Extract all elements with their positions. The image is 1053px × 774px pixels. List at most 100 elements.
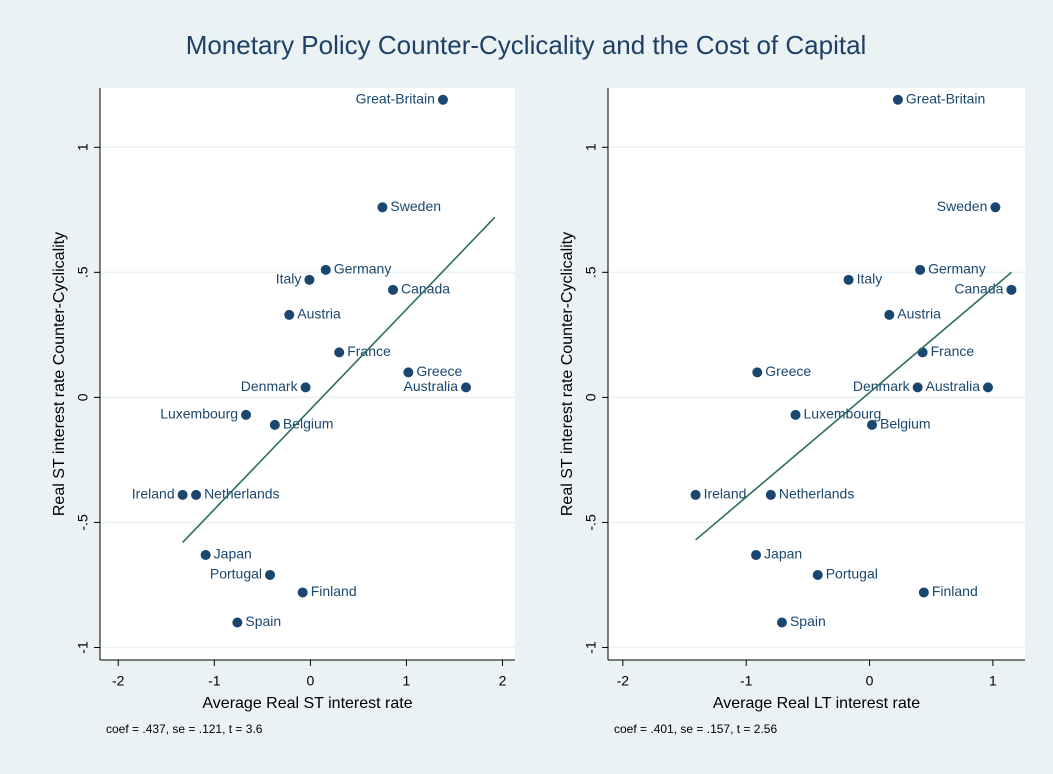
x-tick-label: 2 <box>499 673 507 689</box>
point <box>241 409 252 420</box>
figure-title: Monetary Policy Counter-Cyclicality and … <box>186 30 867 60</box>
point-label: Great-Britain <box>906 90 985 106</box>
point <box>403 367 414 378</box>
point-label: Canada <box>954 281 1003 297</box>
point-label: Great-Britain <box>356 90 435 106</box>
x-tick-label: -1 <box>208 673 221 689</box>
point-label: Denmark <box>241 378 299 394</box>
point <box>690 489 701 500</box>
point-label: Greece <box>765 363 811 379</box>
point <box>377 202 388 213</box>
point <box>892 94 903 105</box>
point-label: Japan <box>214 546 252 562</box>
y-tick-label: 1 <box>75 143 91 151</box>
y-tick-label: -1 <box>75 641 91 654</box>
x-tick-label: 1 <box>989 673 997 689</box>
point-label: Belgium <box>880 416 931 432</box>
point <box>177 489 188 500</box>
point <box>990 202 1001 213</box>
point-label: Greece <box>416 363 462 379</box>
point <box>200 549 211 560</box>
point <box>918 587 929 598</box>
point <box>232 617 243 628</box>
point-label: Finland <box>932 583 978 599</box>
point <box>812 569 823 580</box>
x-tick-label: -1 <box>740 673 753 689</box>
point <box>265 569 276 580</box>
point-label: Spain <box>790 613 826 629</box>
y-tick-label: -.5 <box>583 514 599 531</box>
y-tick-label: -1 <box>583 641 599 654</box>
point <box>776 617 787 628</box>
point <box>320 264 331 275</box>
point <box>191 489 202 500</box>
point <box>752 367 763 378</box>
plot-area <box>608 88 1025 660</box>
x-tick-label: 0 <box>306 673 314 689</box>
point-label: Belgium <box>283 416 334 432</box>
point-label: Finland <box>311 583 357 599</box>
point-label: Germany <box>334 261 392 277</box>
plot-area <box>100 88 515 660</box>
point-label: Netherlands <box>779 486 855 502</box>
point-label: France <box>931 343 975 359</box>
point <box>284 309 295 320</box>
point-label: Italy <box>857 271 883 287</box>
x-tick-label: 1 <box>403 673 411 689</box>
x-axis-title: Average Real LT interest rate <box>713 695 920 712</box>
point-label: Sweden <box>937 198 988 214</box>
point <box>982 382 993 393</box>
point <box>884 309 895 320</box>
point <box>300 382 311 393</box>
point <box>915 264 926 275</box>
note: coef = .437, se = .121, t = 3.6 <box>106 722 263 736</box>
point-label: Sweden <box>390 198 441 214</box>
point-label: Austria <box>897 306 941 322</box>
point <box>269 419 280 430</box>
x-tick-label: 0 <box>866 673 874 689</box>
y-tick-label: 0 <box>75 393 91 401</box>
point-label: Portugal <box>210 566 262 582</box>
point-label: Ireland <box>704 486 747 502</box>
point-label: Germany <box>928 261 986 277</box>
note: coef = .401, se = .157, t = 2.56 <box>614 722 777 736</box>
point <box>1006 284 1017 295</box>
fit-line <box>695 271 1012 541</box>
point <box>437 94 448 105</box>
point-label: Denmark <box>853 378 911 394</box>
y-axis-title: Real ST interest rate Counter-Cyclicalit… <box>51 232 68 516</box>
point-label: France <box>347 343 391 359</box>
y-tick-label: .5 <box>583 266 599 278</box>
point-label: Australia <box>926 378 981 394</box>
point <box>751 549 762 560</box>
point <box>461 382 472 393</box>
y-tick-label: 0 <box>583 393 599 401</box>
point-label: Austria <box>297 306 341 322</box>
point-label: Spain <box>245 613 281 629</box>
x-axis-title: Average Real ST interest rate <box>202 695 412 712</box>
point <box>843 274 854 285</box>
point <box>917 347 928 358</box>
point <box>765 489 776 500</box>
point-label: Luxembourg <box>804 406 882 422</box>
y-tick-label: -.5 <box>75 514 91 531</box>
point <box>334 347 345 358</box>
point <box>867 419 878 430</box>
point-label: Japan <box>764 546 802 562</box>
point <box>387 284 398 295</box>
point-label: Italy <box>276 271 302 287</box>
point-label: Ireland <box>132 486 175 502</box>
point <box>304 274 315 285</box>
point-label: Netherlands <box>204 486 280 502</box>
point-label: Portugal <box>826 566 878 582</box>
fit-line <box>182 216 496 544</box>
x-tick-label: -2 <box>112 673 125 689</box>
y-tick-label: .5 <box>75 266 91 278</box>
y-axis-title: Real ST interest rate Counter-Cyclicalit… <box>559 232 576 516</box>
x-tick-label: -2 <box>617 673 630 689</box>
y-tick-label: 1 <box>583 143 599 151</box>
point-label: Luxembourg <box>160 406 238 422</box>
point <box>912 382 923 393</box>
